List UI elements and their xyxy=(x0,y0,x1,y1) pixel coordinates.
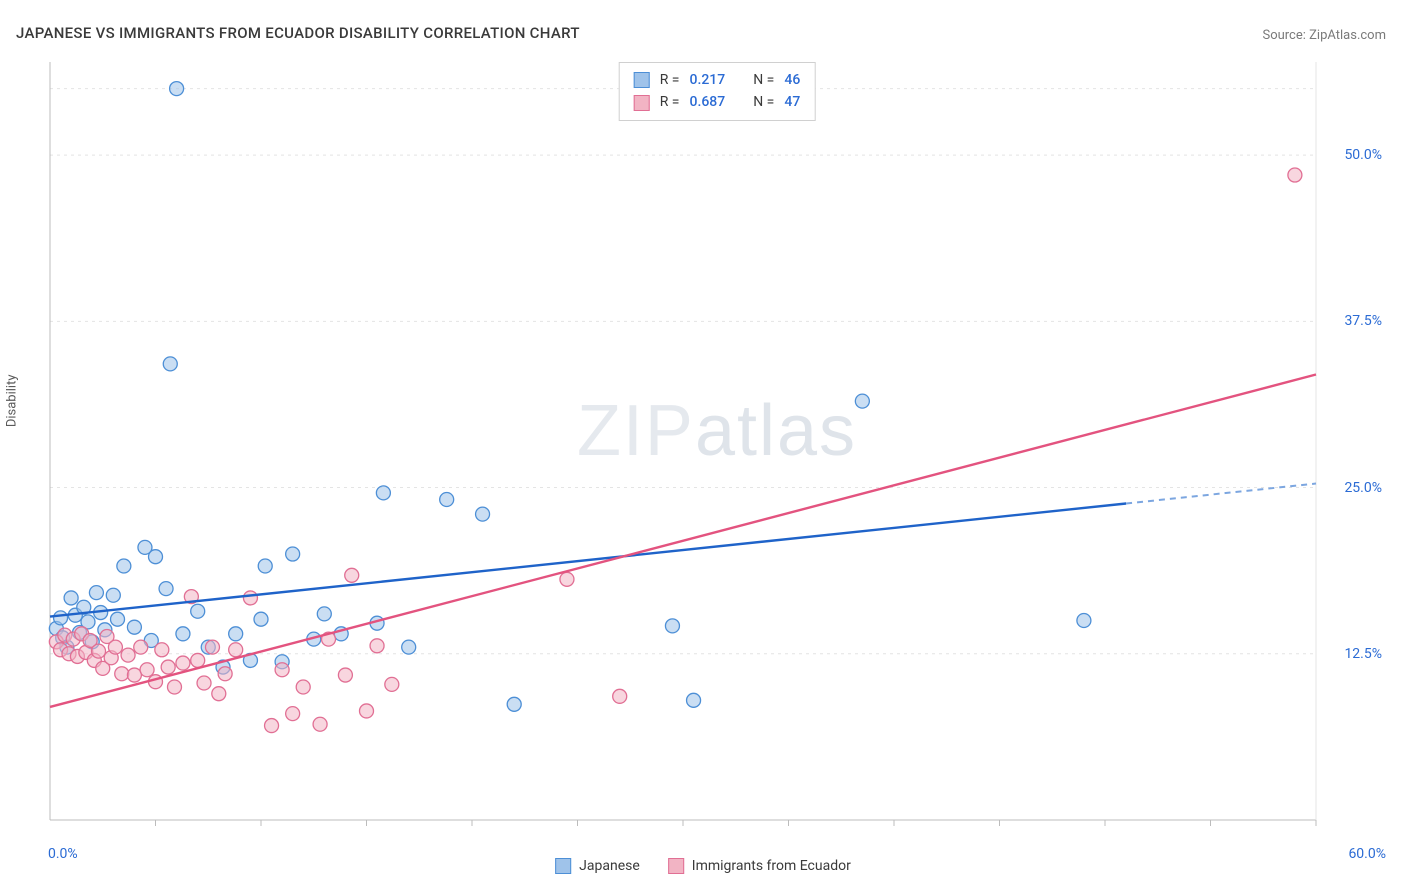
plot-area: ZIPatlas R = 0.217 N = 46 R = 0.687 N = … xyxy=(48,60,1386,832)
swatch-ecuador-icon xyxy=(668,858,684,874)
n-value-ecuador: 47 xyxy=(784,91,800,113)
legend-label-ecuador: Immigrants from Ecuador xyxy=(692,858,851,874)
x-axis-min-label: 0.0% xyxy=(48,846,78,862)
r-value-japanese: 0.217 xyxy=(690,69,726,91)
legend-item-japanese: Japanese xyxy=(555,858,640,874)
n-value-japanese: 46 xyxy=(784,69,800,91)
y-tick-label: 12.5% xyxy=(1344,646,1382,662)
series-legend: Japanese Immigrants from Ecuador xyxy=(555,858,851,874)
legend-item-ecuador: Immigrants from Ecuador xyxy=(668,858,851,874)
y-tick-label: 37.5% xyxy=(1344,313,1382,329)
y-tick-label: 50.0% xyxy=(1344,147,1382,163)
y-axis-label: Disability xyxy=(5,374,20,427)
scatter-plot xyxy=(48,60,1386,832)
stats-legend: R = 0.217 N = 46 R = 0.687 N = 47 xyxy=(619,62,816,121)
swatch-japanese xyxy=(634,72,650,88)
y-tick-label: 25.0% xyxy=(1344,480,1382,496)
source-attribution: Source: ZipAtlas.com xyxy=(1262,28,1386,43)
r-value-ecuador: 0.687 xyxy=(690,91,726,113)
swatch-japanese-icon xyxy=(555,858,571,874)
stats-row-ecuador: R = 0.687 N = 47 xyxy=(634,91,801,113)
swatch-ecuador xyxy=(634,95,650,111)
legend-label-japanese: Japanese xyxy=(579,858,640,874)
stats-row-japanese: R = 0.217 N = 46 xyxy=(634,69,801,91)
x-axis-max-label: 60.0% xyxy=(1348,846,1386,862)
chart-title: JAPANESE VS IMMIGRANTS FROM ECUADOR DISA… xyxy=(16,24,580,42)
